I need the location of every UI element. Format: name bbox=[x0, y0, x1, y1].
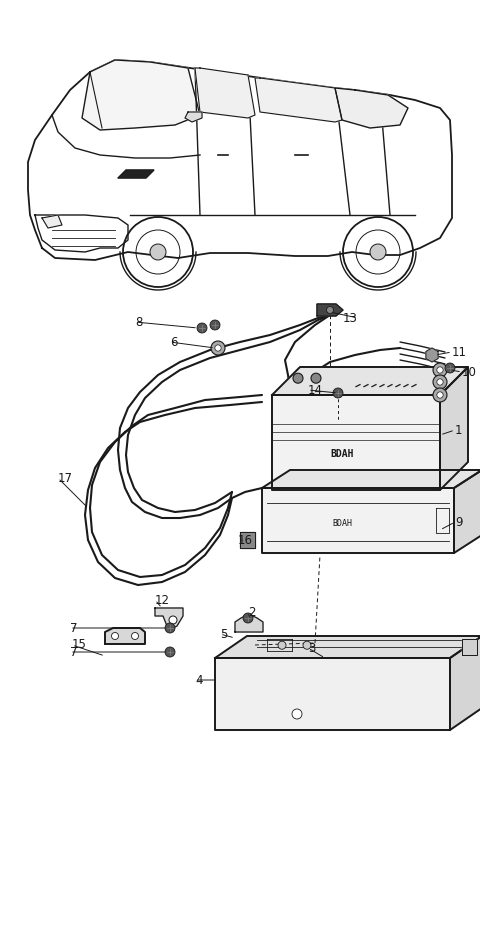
Circle shape bbox=[437, 379, 443, 385]
Circle shape bbox=[165, 647, 175, 657]
Polygon shape bbox=[255, 78, 342, 122]
Circle shape bbox=[150, 244, 166, 260]
Polygon shape bbox=[195, 68, 255, 118]
Circle shape bbox=[132, 632, 139, 640]
Text: 13: 13 bbox=[343, 312, 358, 324]
Circle shape bbox=[437, 392, 443, 398]
Text: 14: 14 bbox=[308, 384, 323, 396]
Text: 7: 7 bbox=[70, 646, 77, 659]
Circle shape bbox=[437, 367, 443, 374]
Polygon shape bbox=[272, 367, 468, 395]
Polygon shape bbox=[426, 348, 438, 362]
Text: 15: 15 bbox=[72, 639, 87, 651]
Polygon shape bbox=[28, 60, 452, 260]
Polygon shape bbox=[82, 60, 200, 130]
Polygon shape bbox=[118, 170, 154, 178]
Polygon shape bbox=[262, 488, 454, 553]
Circle shape bbox=[333, 388, 343, 398]
Circle shape bbox=[215, 345, 221, 351]
Polygon shape bbox=[317, 304, 343, 316]
Circle shape bbox=[433, 388, 447, 402]
Circle shape bbox=[211, 341, 225, 355]
Circle shape bbox=[293, 374, 303, 383]
Polygon shape bbox=[185, 112, 202, 122]
Polygon shape bbox=[215, 636, 480, 658]
Circle shape bbox=[165, 623, 175, 633]
Polygon shape bbox=[235, 616, 263, 632]
Polygon shape bbox=[240, 532, 255, 548]
Text: 5: 5 bbox=[220, 628, 228, 641]
Circle shape bbox=[433, 375, 447, 389]
Circle shape bbox=[303, 641, 311, 649]
Text: 2: 2 bbox=[248, 606, 255, 618]
Text: 9: 9 bbox=[455, 516, 463, 528]
Polygon shape bbox=[272, 395, 440, 490]
Text: 16: 16 bbox=[238, 534, 253, 546]
Circle shape bbox=[445, 363, 455, 373]
Polygon shape bbox=[42, 215, 62, 228]
Text: 12: 12 bbox=[155, 593, 170, 607]
Polygon shape bbox=[105, 628, 145, 644]
Text: 7: 7 bbox=[70, 622, 77, 634]
Polygon shape bbox=[440, 367, 468, 490]
Polygon shape bbox=[454, 470, 480, 553]
Text: 11: 11 bbox=[452, 345, 467, 358]
Circle shape bbox=[210, 320, 220, 330]
Circle shape bbox=[433, 363, 447, 377]
Polygon shape bbox=[462, 639, 477, 655]
Circle shape bbox=[292, 709, 302, 719]
Text: 3: 3 bbox=[308, 642, 315, 654]
Circle shape bbox=[243, 613, 253, 623]
Circle shape bbox=[111, 632, 119, 640]
Text: 17: 17 bbox=[58, 471, 73, 484]
Text: 10: 10 bbox=[462, 366, 477, 378]
Polygon shape bbox=[35, 215, 128, 252]
Circle shape bbox=[311, 374, 321, 383]
Polygon shape bbox=[450, 636, 480, 730]
Polygon shape bbox=[155, 608, 183, 628]
Text: 1: 1 bbox=[455, 424, 463, 436]
Circle shape bbox=[326, 306, 334, 314]
Polygon shape bbox=[215, 658, 450, 730]
Circle shape bbox=[197, 323, 207, 333]
Polygon shape bbox=[335, 88, 408, 128]
Circle shape bbox=[278, 641, 286, 649]
Circle shape bbox=[370, 244, 386, 260]
Circle shape bbox=[169, 616, 177, 624]
Text: 4: 4 bbox=[195, 673, 203, 686]
Text: BDAH: BDAH bbox=[333, 520, 353, 528]
Text: BDAH: BDAH bbox=[331, 449, 354, 459]
Polygon shape bbox=[262, 470, 480, 488]
Text: 6: 6 bbox=[170, 336, 178, 349]
Text: 8: 8 bbox=[135, 316, 143, 329]
